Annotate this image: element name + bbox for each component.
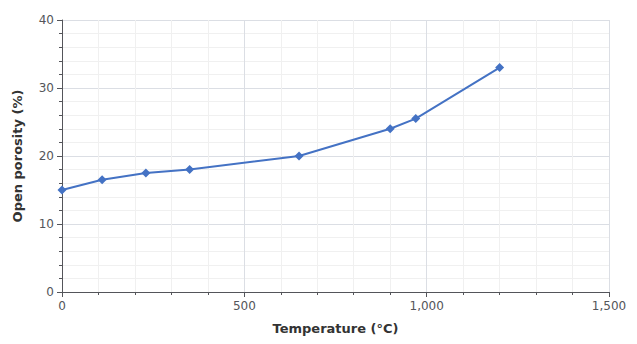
svg-text:30: 30 <box>39 81 54 95</box>
svg-text:500: 500 <box>233 299 256 313</box>
svg-text:1,500: 1,500 <box>592 299 626 313</box>
svg-text:Open porosity (%): Open porosity (%) <box>10 90 25 223</box>
svg-text:0: 0 <box>58 299 66 313</box>
svg-text:1,000: 1,000 <box>409 299 443 313</box>
svg-text:Temperature (°C): Temperature (°C) <box>273 321 399 336</box>
svg-text:10: 10 <box>39 217 54 231</box>
svg-text:0: 0 <box>46 285 54 299</box>
svg-text:40: 40 <box>39 13 54 27</box>
svg-text:20: 20 <box>39 149 54 163</box>
